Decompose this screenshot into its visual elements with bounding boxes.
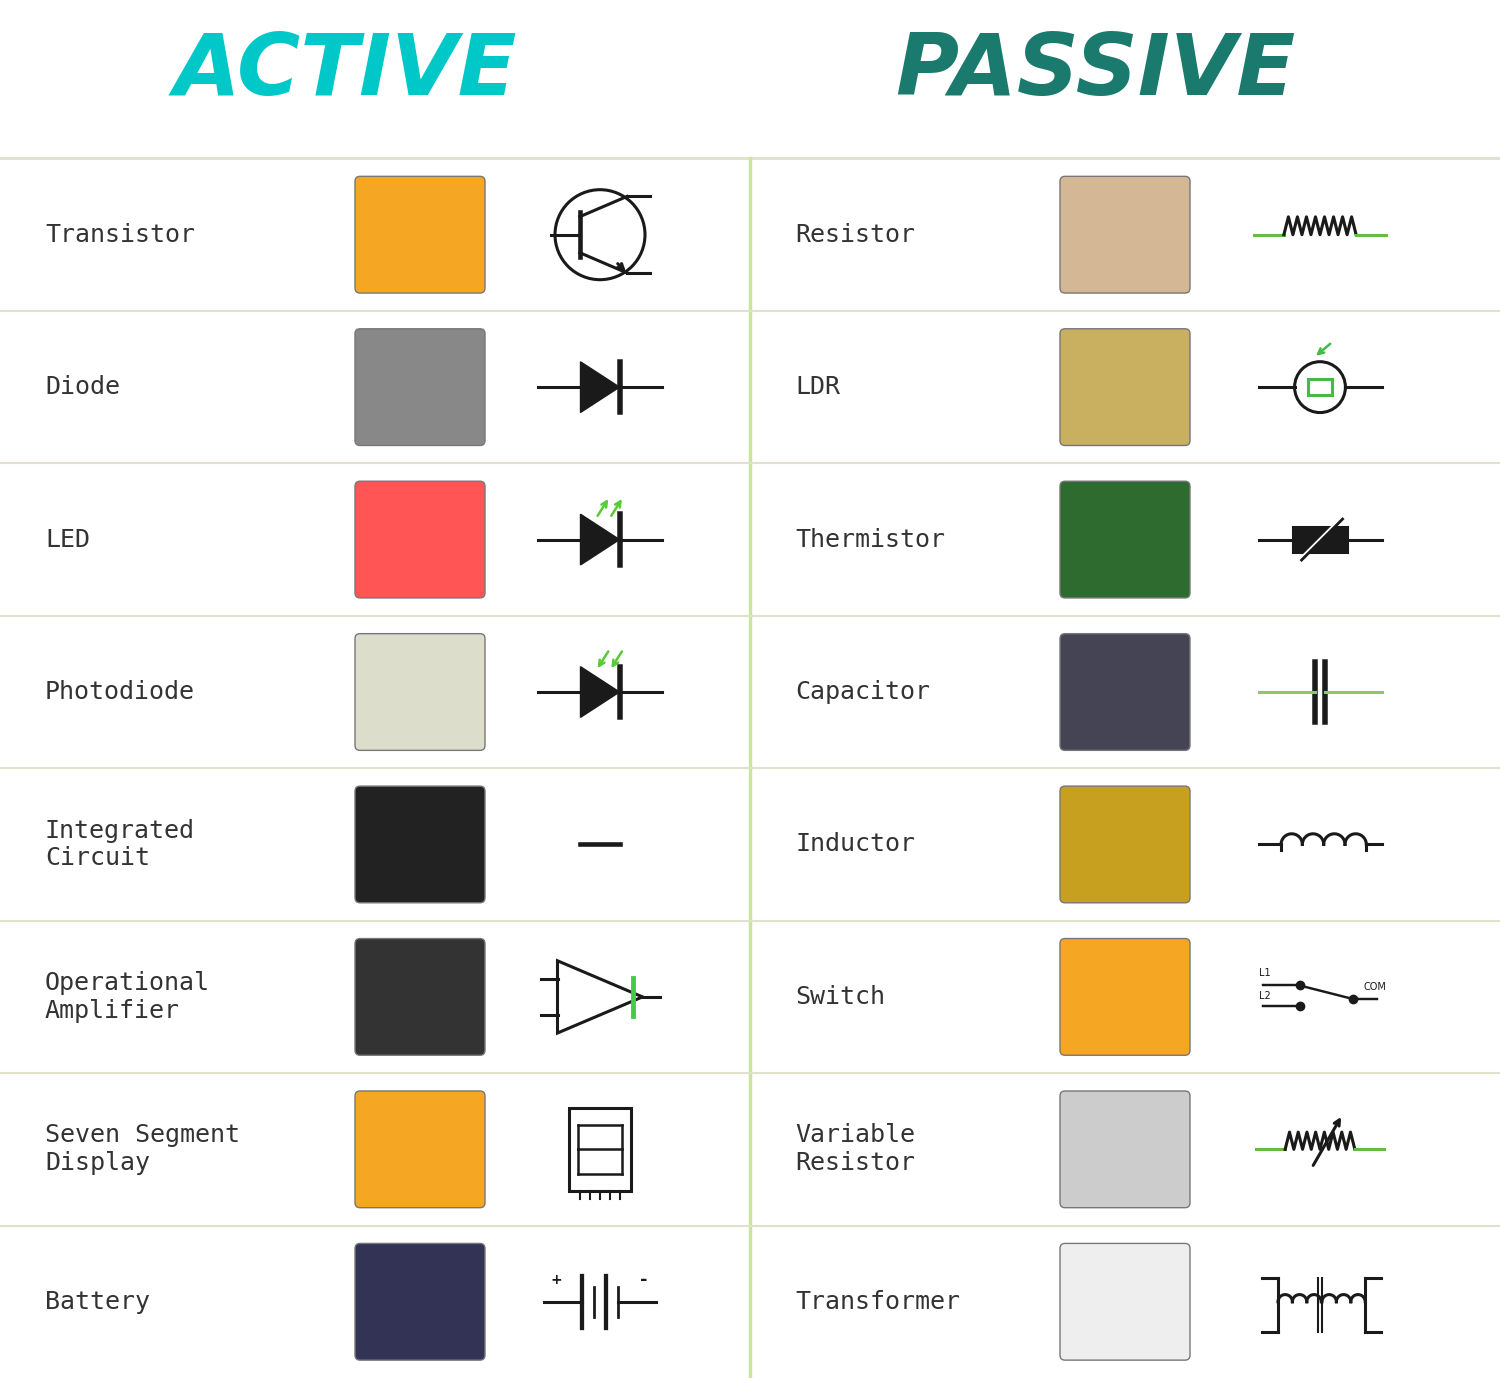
- FancyBboxPatch shape: [356, 1243, 484, 1360]
- Text: L2: L2: [1258, 991, 1270, 1000]
- Text: Transformer: Transformer: [795, 1290, 960, 1313]
- Text: Operational
Amplifier: Operational Amplifier: [45, 971, 210, 1022]
- FancyBboxPatch shape: [356, 634, 484, 751]
- Text: Inductor: Inductor: [795, 832, 915, 857]
- Text: Switch: Switch: [795, 985, 885, 1009]
- FancyBboxPatch shape: [1060, 634, 1190, 751]
- FancyBboxPatch shape: [1060, 481, 1190, 598]
- Bar: [1293, 528, 1347, 551]
- Text: Diode: Diode: [45, 375, 120, 400]
- Text: Variable
Resistor: Variable Resistor: [795, 1123, 915, 1175]
- Text: Battery: Battery: [45, 1290, 150, 1313]
- Text: Resistor: Resistor: [795, 223, 915, 247]
- Text: Thermistor: Thermistor: [795, 528, 945, 551]
- FancyBboxPatch shape: [356, 481, 484, 598]
- Bar: [570, 1108, 630, 1191]
- FancyBboxPatch shape: [356, 1091, 484, 1207]
- Text: Seven Segment
Display: Seven Segment Display: [45, 1123, 240, 1175]
- Bar: [1308, 379, 1332, 395]
- FancyBboxPatch shape: [1060, 1243, 1190, 1360]
- FancyBboxPatch shape: [1060, 785, 1190, 903]
- Text: +: +: [550, 1273, 562, 1287]
- Text: L1: L1: [1258, 967, 1270, 977]
- FancyBboxPatch shape: [1060, 938, 1190, 1056]
- FancyBboxPatch shape: [356, 329, 484, 445]
- Text: ACTIVE: ACTIVE: [172, 30, 516, 113]
- FancyBboxPatch shape: [356, 176, 484, 294]
- Text: COM: COM: [1364, 981, 1386, 992]
- Text: Photodiode: Photodiode: [45, 679, 195, 704]
- FancyBboxPatch shape: [356, 938, 484, 1056]
- Text: LED: LED: [45, 528, 90, 551]
- Text: -: -: [640, 1271, 648, 1288]
- Polygon shape: [580, 667, 620, 718]
- FancyBboxPatch shape: [356, 785, 484, 903]
- Text: Capacitor: Capacitor: [795, 679, 930, 704]
- Polygon shape: [580, 362, 620, 412]
- Polygon shape: [580, 514, 620, 565]
- FancyBboxPatch shape: [1060, 1091, 1190, 1207]
- Text: PASSIVE: PASSIVE: [896, 30, 1294, 113]
- FancyBboxPatch shape: [1060, 176, 1190, 294]
- Text: Transistor: Transistor: [45, 223, 195, 247]
- FancyBboxPatch shape: [1060, 329, 1190, 445]
- Text: LDR: LDR: [795, 375, 840, 400]
- Polygon shape: [558, 960, 642, 1034]
- Text: Integrated
Circuit: Integrated Circuit: [45, 819, 195, 871]
